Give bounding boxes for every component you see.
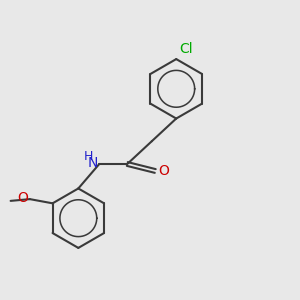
Text: O: O (17, 191, 28, 205)
Text: N: N (87, 156, 98, 170)
Text: H: H (83, 150, 93, 163)
Text: O: O (159, 164, 170, 178)
Text: Cl: Cl (179, 42, 193, 56)
